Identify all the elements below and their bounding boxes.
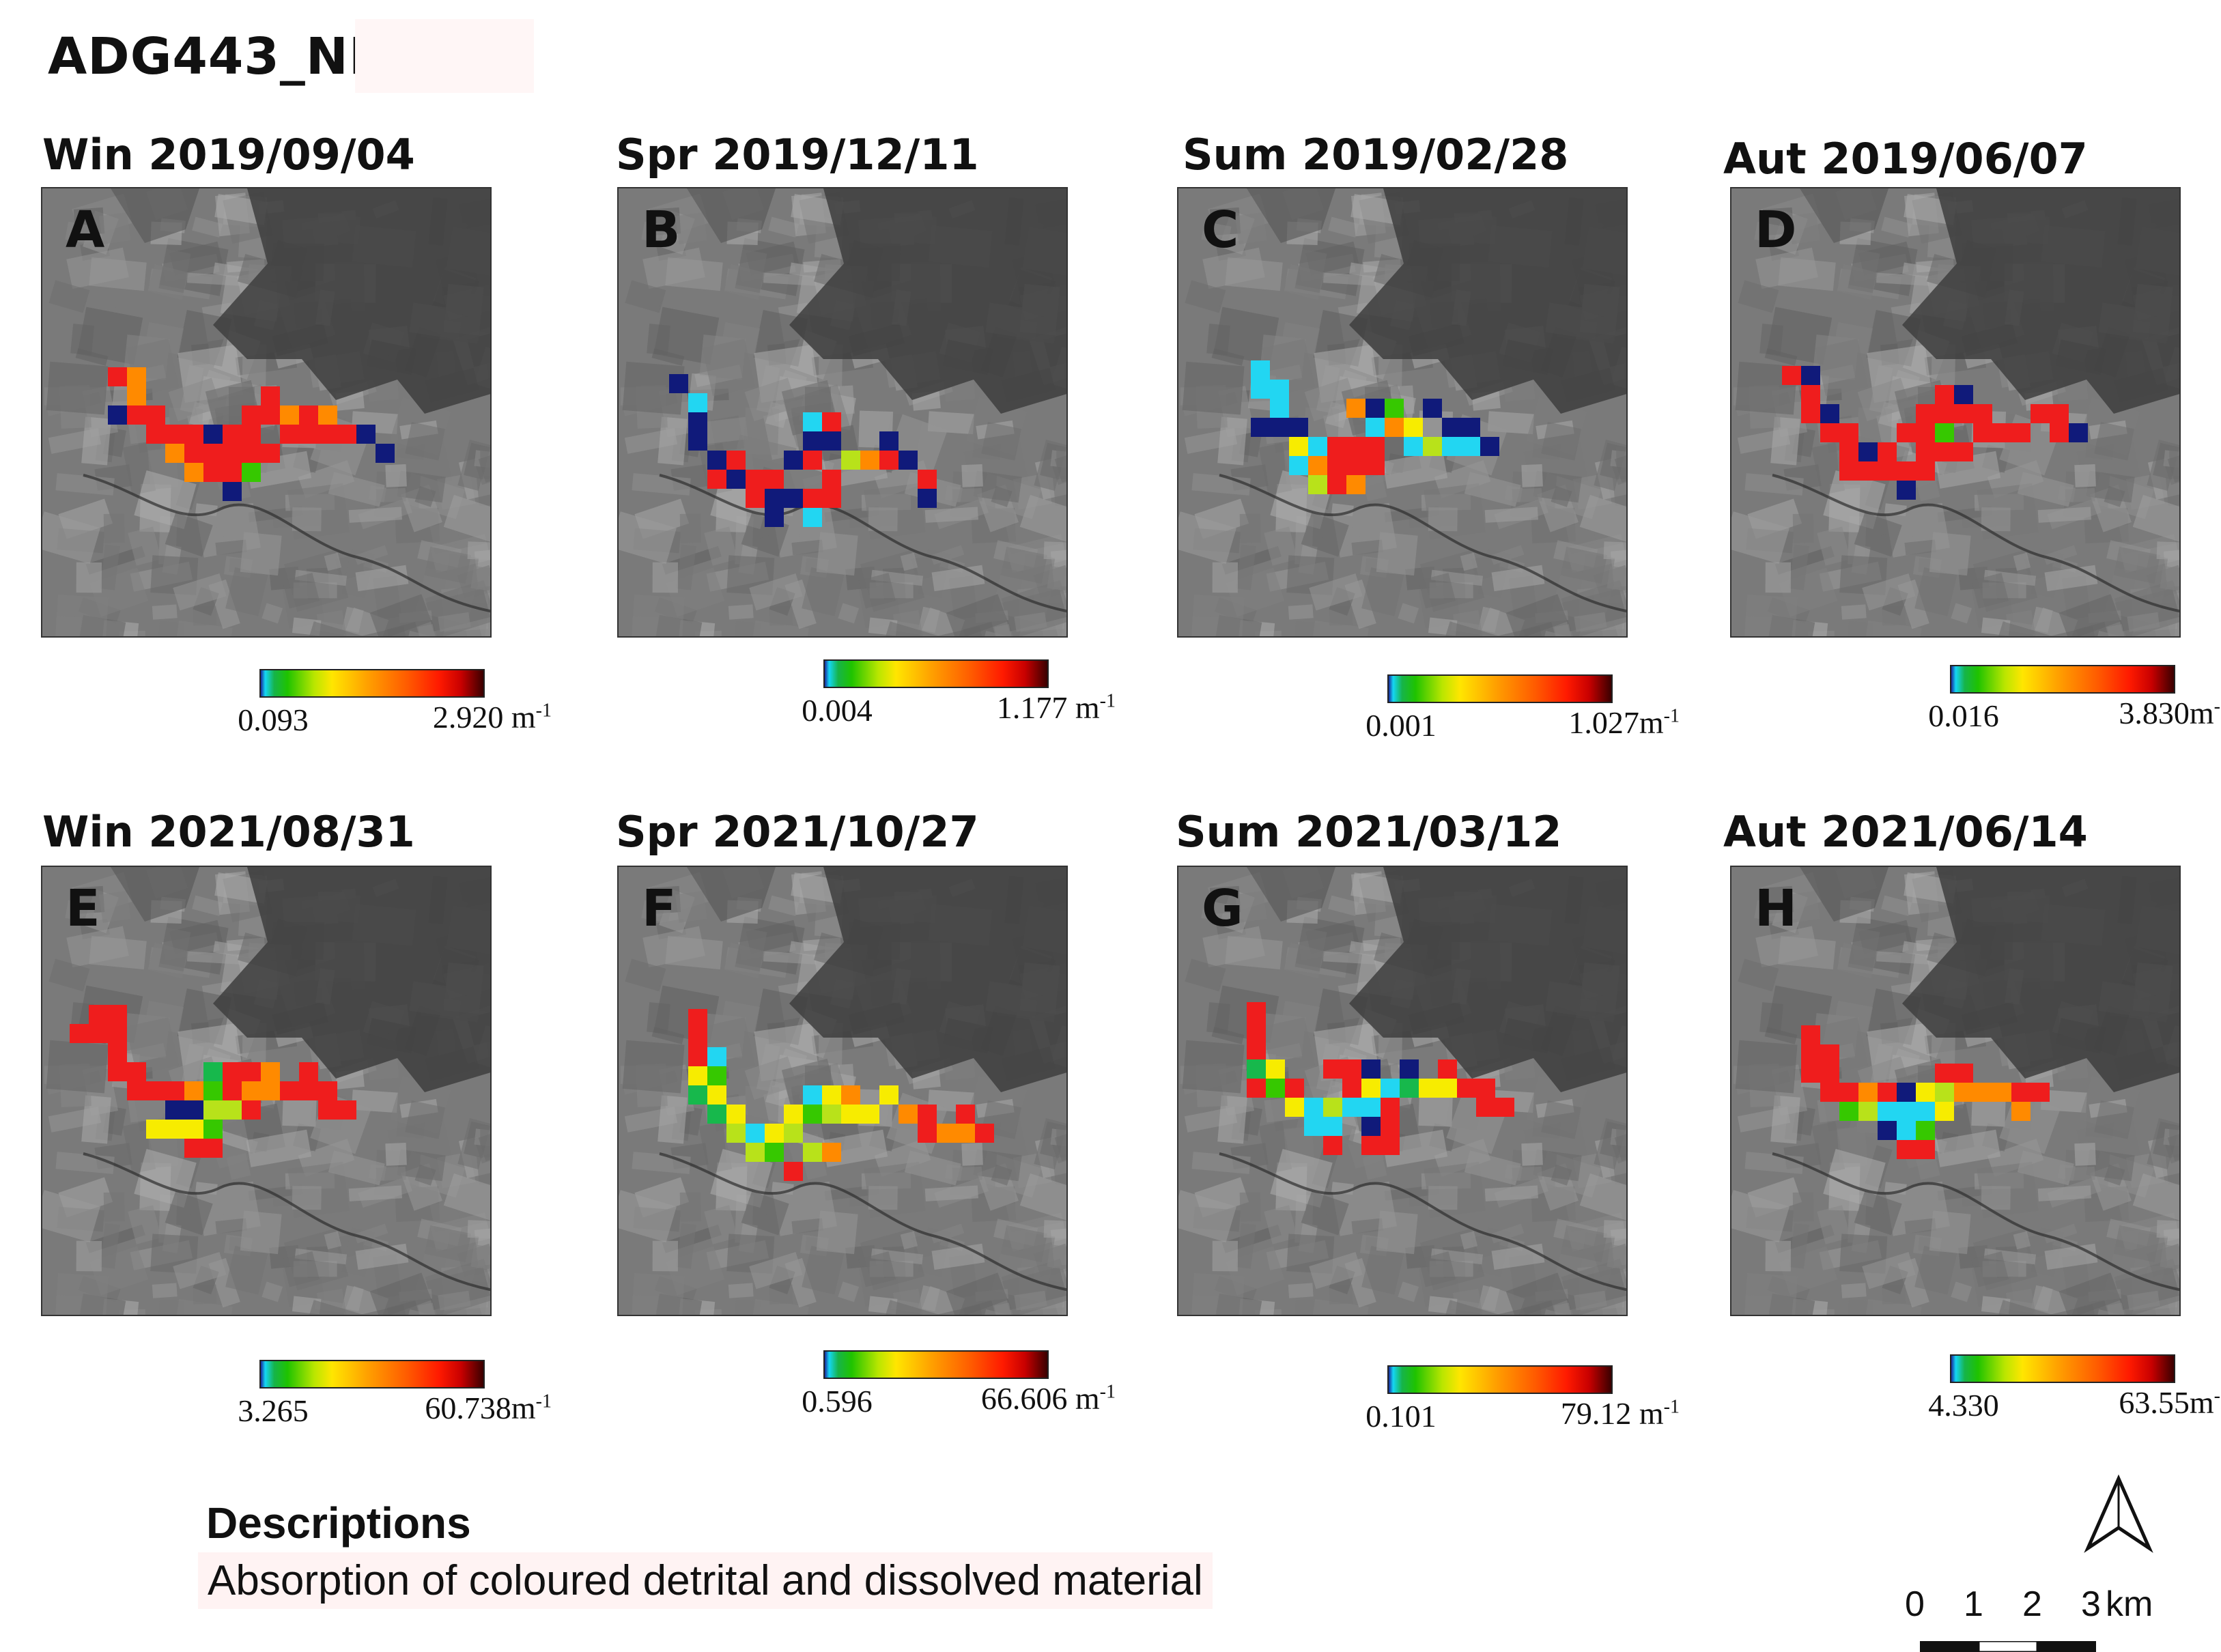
title-highlight — [355, 19, 534, 93]
scale-label-1: 1 — [1964, 1584, 1983, 1624]
panel-a-letter: A — [66, 201, 105, 259]
panel-f-title: Spr 2021/10/27 — [616, 807, 979, 857]
map-svg — [1178, 188, 1626, 636]
panel-e-letter: E — [66, 879, 100, 938]
panel-a-title: Win 2019/09/04 — [42, 130, 415, 180]
panel-d-legend: 0.016 3.830m-1 — [1928, 665, 2221, 747]
map-svg — [1731, 188, 2179, 636]
panel-d-map[interactable]: D — [1730, 187, 2181, 638]
panel-b-title: Spr 2019/12/11 — [616, 130, 979, 180]
colorbar — [1387, 674, 1613, 703]
scale-label-0: 0 — [1905, 1584, 1925, 1624]
north-arrow-icon — [2081, 1474, 2156, 1559]
legend-max: 1.027m-1 — [1568, 705, 1680, 740]
panel-e-title: Win 2021/08/31 — [42, 807, 415, 857]
panel-g-legend: 0.101 79.12 m-1 — [1366, 1365, 1680, 1447]
panel-h-legend: 4.330 63.55m-1 — [1928, 1354, 2221, 1436]
colorbar — [823, 659, 1049, 688]
legend-min: 0.093 — [238, 702, 309, 737]
panel-d-letter: D — [1755, 201, 1797, 259]
panel-b-letter: B — [642, 201, 681, 259]
legend-min: 0.004 — [802, 693, 873, 728]
map-svg — [619, 867, 1066, 1315]
map-svg — [1178, 867, 1626, 1315]
map-svg — [1731, 867, 2179, 1315]
panel-h-map[interactable]: H — [1730, 866, 2181, 1316]
colorbar — [1387, 1365, 1613, 1394]
panel-c-title: Sum 2019/02/28 — [1183, 130, 1569, 180]
scale-label-3: 3 — [2081, 1584, 2101, 1624]
colorbar — [259, 1360, 485, 1388]
legend-max: 1.177 m-1 — [996, 690, 1116, 725]
panel-d-title: Aut 2019/06/07 — [1723, 134, 2088, 184]
panel-h-letter: H — [1755, 879, 1797, 938]
legend-max: 2.920 m-1 — [432, 700, 552, 735]
descriptions-text: Absorption of coloured detrital and diss… — [198, 1552, 1213, 1609]
figure-title: ADG443_NN — [48, 27, 392, 86]
scale-bar-graphic — [1920, 1641, 2096, 1652]
panel-f-map[interactable]: F — [617, 866, 1068, 1316]
scale-bar: 0 1 2 3 km — [1905, 1584, 2153, 1652]
legend-max: 3.830m-1 — [2119, 696, 2221, 730]
map-svg — [619, 188, 1066, 636]
legend-min: 0.001 — [1366, 708, 1437, 743]
panel-c-map[interactable]: C — [1177, 187, 1628, 638]
panel-c-legend: 0.001 1.027m-1 — [1366, 674, 1680, 756]
panel-e-legend: 3.265 60.738m-1 — [238, 1360, 552, 1442]
legend-max: 60.738m-1 — [425, 1391, 552, 1425]
legend-min: 0.596 — [802, 1384, 873, 1419]
panel-a-map[interactable]: A — [41, 187, 492, 638]
panel-g-letter: G — [1202, 879, 1243, 938]
legend-min: 0.101 — [1366, 1399, 1437, 1434]
legend-max: 79.12 m-1 — [1560, 1396, 1680, 1431]
panel-h-title: Aut 2021/06/14 — [1723, 807, 2088, 857]
panel-f-legend: 0.596 66.606 m-1 — [802, 1350, 1116, 1432]
panel-g-map[interactable]: G — [1177, 866, 1628, 1316]
colorbar — [1950, 1354, 2175, 1383]
legend-max: 63.55m-1 — [2119, 1385, 2221, 1420]
legend-min: 3.265 — [238, 1393, 309, 1428]
panel-b-legend: 0.004 1.177 m-1 — [802, 659, 1116, 741]
panel-e-map[interactable]: E — [41, 866, 492, 1316]
legend-max: 66.606 m-1 — [980, 1381, 1116, 1416]
map-svg — [42, 867, 490, 1315]
panel-a-legend: 0.093 2.920 m-1 — [238, 669, 552, 751]
colorbar — [1950, 665, 2175, 694]
colorbar — [823, 1350, 1049, 1379]
colorbar — [259, 669, 485, 698]
scale-label-2: 2 — [2022, 1584, 2042, 1624]
scale-unit: km — [2106, 1584, 2153, 1624]
legend-min: 0.016 — [1928, 698, 1999, 733]
legend-min: 4.330 — [1928, 1388, 1999, 1423]
panel-g-title: Sum 2021/03/12 — [1176, 807, 1562, 857]
panel-b-map[interactable]: B — [617, 187, 1068, 638]
descriptions-heading: Descriptions — [206, 1498, 471, 1548]
panel-c-letter: C — [1202, 201, 1239, 259]
panel-f-letter: F — [642, 879, 677, 938]
map-svg — [42, 188, 490, 636]
